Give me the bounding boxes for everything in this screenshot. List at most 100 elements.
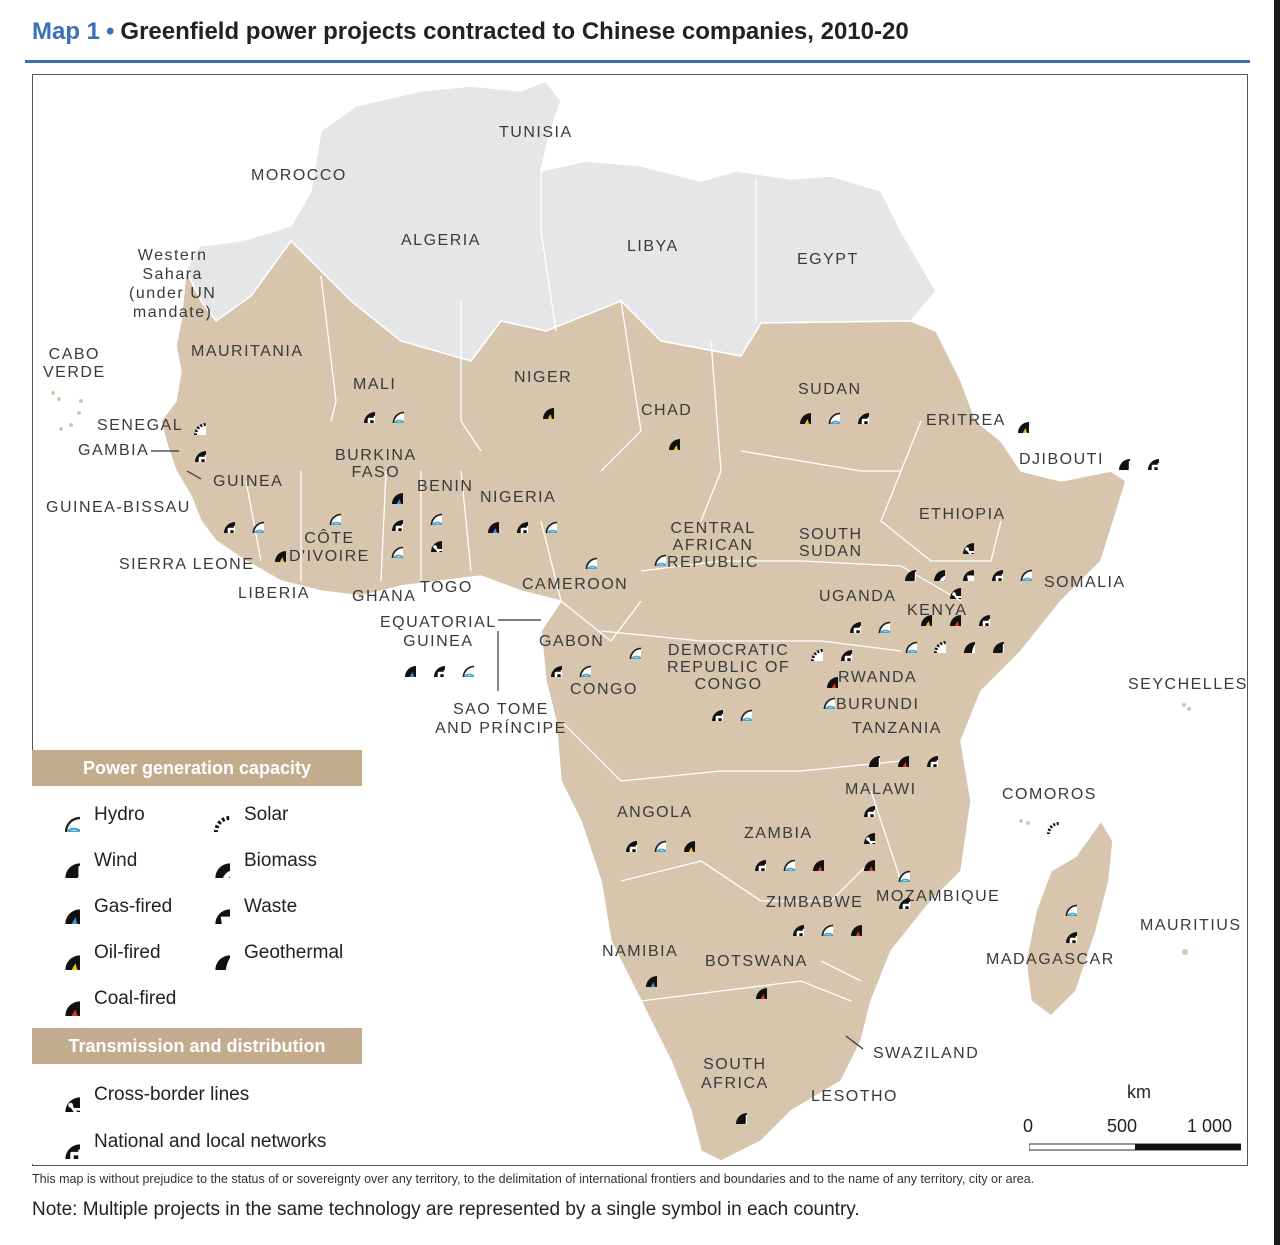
network-icon [1053, 919, 1077, 943]
legend-label-crossborder: Cross-border lines [94, 1084, 250, 1105]
label-guinea: GUINEA [213, 473, 284, 490]
label-morocco: MOROCCO [251, 167, 347, 184]
oil-icon [262, 538, 286, 562]
coal-icon [800, 847, 824, 871]
oil-icon [671, 828, 695, 852]
hydro-icon [1053, 892, 1077, 916]
label-lesotho: LESOTHO [811, 1088, 898, 1105]
oil-icon [656, 426, 680, 450]
label-algeria: ALGERIA [401, 232, 481, 249]
hydro-icon [886, 858, 910, 882]
label-drc: DEMOCRATIC REPUBLIC OF CONGO [667, 642, 791, 693]
solar-icon [799, 637, 823, 661]
solar-icon [922, 629, 946, 653]
label-sao-tome: SAO TOME AND PRÍNCIPE [435, 701, 567, 737]
internal-borders [245, 171, 1002, 1002]
label-equatorial-guinea: EQUATORIAL GUINEA [380, 614, 497, 650]
label-nigeria: NIGERIA [480, 489, 557, 506]
hydro-icon [567, 653, 591, 677]
label-cameroon: CAMEROON [522, 576, 629, 593]
hydro-icon [642, 542, 666, 566]
network-icon [886, 885, 910, 909]
coal-icon [743, 975, 767, 999]
label-rwanda: RWANDA [838, 669, 918, 686]
crossborder-icon [48, 1080, 80, 1112]
title-rule [25, 60, 1250, 63]
scale-bar: km 0 500 1 000 [1023, 1082, 1247, 1152]
label-angola: ANGOLA [617, 804, 693, 821]
hydro-icon [809, 912, 833, 936]
gas-icon [475, 509, 499, 533]
scale-bar-graphic [1029, 1143, 1241, 1151]
crossborder-icon [418, 528, 442, 552]
hydro-icon [450, 653, 474, 677]
network-icon [837, 609, 861, 633]
label-mali: MALI [353, 376, 397, 393]
legend-label-network: National and local networks [94, 1131, 327, 1152]
label-uganda: UGANDA [819, 588, 897, 605]
oil-icon [48, 938, 80, 970]
oil-icon [787, 400, 811, 424]
label-swaziland: SWAZILAND [873, 1045, 980, 1062]
coal-icon [885, 743, 909, 767]
map-note: Note: Multiple projects in the same tech… [32, 1199, 860, 1220]
network-icon [182, 438, 206, 462]
legend-label-hydro: Hydro [94, 804, 145, 825]
solar-icon [1035, 810, 1059, 834]
waste-icon [198, 892, 230, 924]
hydro-icon [48, 800, 80, 832]
hydro-icon [811, 685, 835, 709]
legend-label-waste: Waste [244, 896, 298, 917]
map-disclaimer: This map is without prejudice to the sta… [32, 1172, 1035, 1186]
label-mauritius: MAURITIUS [1140, 917, 1242, 934]
scale-tick-1000: 1 000 [1187, 1116, 1233, 1136]
hydro-icon [866, 609, 890, 633]
label-botswana: BOTSWANA [705, 953, 808, 970]
network-icon [351, 399, 375, 423]
label-ghana: GHANA [352, 588, 417, 605]
scale-tick-0: 0 [1023, 1116, 1034, 1136]
hydro-icon [1008, 557, 1032, 581]
network-icon [979, 557, 1003, 581]
wind-icon [892, 557, 916, 581]
wind-icon [980, 629, 1004, 653]
network-icon [966, 602, 990, 626]
network-icon [211, 509, 235, 533]
oil-icon [908, 602, 932, 626]
label-senegal: SENEGAL [97, 417, 184, 434]
network-icon [828, 637, 852, 661]
label-libya: LIBYA [627, 238, 679, 255]
legend-label-oil: Oil-fired [94, 942, 161, 963]
oil-icon [530, 395, 554, 419]
solar-icon [198, 800, 230, 832]
network-icon [379, 507, 403, 531]
network-icon [780, 912, 804, 936]
wind-icon [723, 1100, 747, 1124]
label-zambia: ZAMBIA [744, 825, 813, 842]
label-gabon: GABON [539, 633, 605, 650]
label-seychelles: SEYCHELLES [1128, 676, 1248, 693]
legend-generation-heading: Power generation capacity [32, 750, 362, 786]
label-cote-divoire: CÔTE D'IVOIRE [289, 530, 370, 565]
network-icon [699, 697, 723, 721]
network-icon [742, 847, 766, 871]
screen-edge [1274, 0, 1280, 1245]
legend-label-solar: Solar [244, 804, 289, 825]
wind-icon [1106, 446, 1130, 470]
gas-icon [392, 653, 416, 677]
legend-label-coal: Coal-fired [94, 988, 177, 1009]
network-icon [914, 743, 938, 767]
oil-icon [1005, 409, 1029, 433]
hydro-icon [380, 399, 404, 423]
leader-lines [151, 450, 864, 1050]
gas-icon [48, 892, 80, 924]
label-namibia: NAMIBIA [602, 943, 679, 960]
hydro-icon [771, 847, 795, 871]
map-title-text: Greenfield power projects contracted to … [120, 18, 909, 45]
solar-icon [182, 411, 206, 435]
label-niger: NIGER [514, 369, 573, 386]
geothermal-icon [198, 938, 230, 970]
label-burkina-faso: BURKINA FASO [335, 447, 417, 481]
legend-transmission-heading: Transmission and distribution [32, 1028, 362, 1064]
hydro-icon [893, 629, 917, 653]
